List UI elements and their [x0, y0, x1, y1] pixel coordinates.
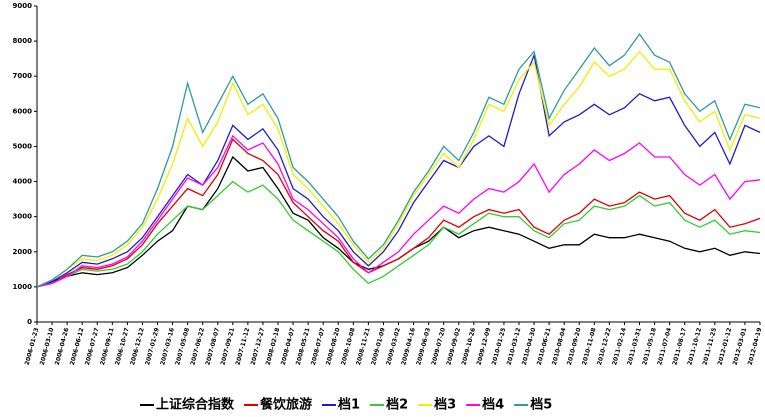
y-tick-label: 6000 [13, 107, 33, 115]
x-tick-label: 2010-03-12 [506, 327, 523, 366]
x-tick-label: 2011-05-18 [641, 327, 658, 366]
x-tick-label: 2012-04-19 [747, 327, 764, 366]
y-tick-label: 9000 [13, 2, 33, 10]
x-tick-label: 2006-12-12 [129, 327, 146, 366]
x-tick-label: 2008-10-08 [340, 327, 357, 366]
x-tick-label: 2010-01-25 [491, 327, 508, 366]
x-tick-label: 2010-08-04 [551, 327, 568, 366]
x-tick-label: 2011-07-04 [656, 327, 673, 366]
x-tick-label: 2011-10-12 [686, 327, 703, 366]
x-tick-label: 2007-06-22 [189, 327, 206, 366]
x-tick-label: 2006-01-23 [24, 327, 41, 366]
x-tick-label: 2011-03-31 [626, 327, 643, 366]
y-tick-label: 0 [27, 318, 32, 326]
y-tick-label: 4000 [13, 178, 33, 186]
x-tick-label: 2009-07-20 [430, 327, 447, 366]
x-tick-label: 2006-09-11 [99, 327, 116, 366]
y-tick-label: 3000 [13, 213, 33, 221]
legend-label: 档2 [386, 397, 408, 413]
y-tick-label: 8000 [13, 37, 33, 45]
legend-label: 档1 [338, 397, 360, 413]
x-tick-label: 2010-09-20 [566, 327, 583, 366]
x-tick-label: 2012-01-12 [717, 327, 734, 366]
y-tick-label: 1000 [13, 283, 33, 291]
x-tick-label: 2009-01-09 [370, 327, 387, 366]
x-tick-label: 2007-08-07 [204, 327, 221, 366]
series-line [36, 134, 761, 288]
legend-label: 餐饮旅游 [259, 397, 312, 413]
x-tick-label: 2007-11-12 [235, 327, 252, 366]
legend-label: 档5 [530, 397, 552, 413]
series-line [36, 50, 761, 288]
series-line [36, 32, 761, 288]
x-tick-label: 2011-02-14 [611, 327, 628, 366]
x-tick-label: 2006-10-27 [114, 327, 131, 366]
y-tick-label: 5000 [13, 142, 33, 150]
x-tick-label: 2008-07-07 [310, 327, 327, 366]
x-tick-label: 2010-11-08 [581, 327, 598, 366]
x-tick-label: 2010-04-30 [521, 327, 538, 366]
x-tick-label: 2007-12-27 [250, 327, 267, 366]
x-tick-label: 2007-01-29 [144, 327, 161, 366]
legend-label: 档4 [482, 397, 504, 413]
x-tick-label: 2008-02-18 [265, 327, 282, 366]
x-tick-label: 2006-03-10 [39, 327, 56, 366]
legend-label: 上证综合指数 [156, 397, 235, 413]
x-tick-label: 2011-11-25 [701, 327, 718, 366]
x-tick-label: 2009-06-03 [415, 327, 432, 366]
x-tick-label: 2007-09-21 [219, 327, 236, 366]
x-tick-label: 2009-09-02 [445, 327, 462, 366]
x-tick-label: 2008-04-07 [280, 327, 297, 366]
x-tick-label: 2012-03-01 [732, 327, 749, 366]
x-tick-label: 2008-08-20 [325, 327, 342, 366]
x-tick-label: 2010-06-21 [536, 327, 553, 366]
y-tick-label: 2000 [13, 248, 33, 256]
x-tick-label: 2009-10-26 [460, 327, 477, 366]
series-line [36, 180, 761, 288]
x-tick-label: 2007-05-08 [174, 327, 191, 366]
x-tick-label: 2006-04-26 [54, 327, 71, 366]
x-tick-label: 2009-03-02 [385, 327, 402, 366]
x-tick-label: 2009-04-16 [400, 327, 417, 366]
x-tick-label: 2006-07-27 [84, 327, 101, 366]
x-tick-label: 2007-03-16 [159, 327, 176, 366]
x-tick-label: 2011-08-17 [671, 327, 688, 366]
x-tick-label: 2010-12-22 [596, 327, 613, 366]
series-line [36, 52, 761, 288]
series-line [36, 138, 761, 288]
x-tick-label: 2006-06-12 [69, 327, 86, 366]
legend-label: 档3 [434, 397, 456, 413]
y-tick-label: 7000 [13, 72, 33, 80]
x-tick-label: 2008-11-21 [355, 327, 372, 366]
x-tick-label: 2009-12-09 [476, 327, 493, 366]
x-tick-label: 2008-05-21 [295, 327, 312, 366]
